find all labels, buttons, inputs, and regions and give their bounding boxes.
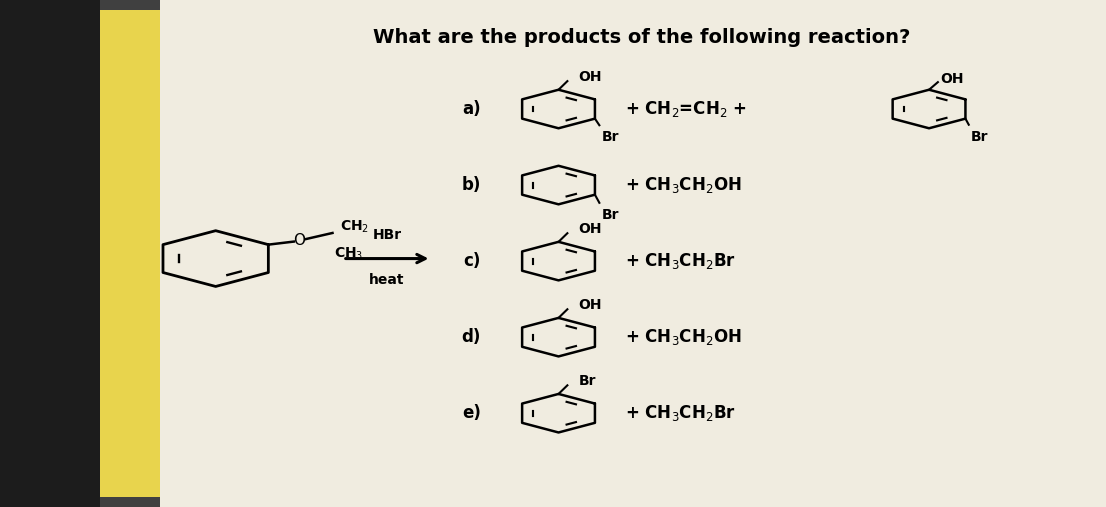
Text: Br: Br [602, 130, 619, 144]
Text: HBr: HBr [373, 228, 401, 242]
Text: a): a) [462, 100, 481, 118]
Bar [0, 0, 100, 507]
Text: OH: OH [578, 69, 602, 84]
Text: + CH$_2$=CH$_2$ +: + CH$_2$=CH$_2$ + [625, 99, 747, 119]
Text: O: O [293, 233, 305, 248]
Text: What are the products of the following reaction?: What are the products of the following r… [373, 28, 910, 47]
Text: OH: OH [578, 298, 602, 312]
Text: + CH$_3$CH$_2$OH: + CH$_3$CH$_2$OH [625, 175, 741, 195]
Text: Br: Br [971, 130, 989, 144]
Text: OH: OH [940, 71, 963, 86]
Text: OH: OH [578, 222, 602, 236]
Text: e): e) [462, 404, 481, 422]
Text: d): d) [461, 328, 481, 346]
Text: + CH$_3$CH$_2$OH: + CH$_3$CH$_2$OH [625, 327, 741, 347]
Bar [100, 10, 160, 497]
Text: CH$_3$: CH$_3$ [334, 246, 364, 263]
Text: c): c) [463, 252, 481, 270]
Text: heat: heat [369, 273, 405, 287]
Text: b): b) [461, 176, 481, 194]
Text: CH$_2$: CH$_2$ [340, 218, 369, 235]
Text: + CH$_3$CH$_2$Br: + CH$_3$CH$_2$Br [625, 403, 735, 423]
Bar [160, 0, 1106, 507]
Text: + CH$_3$CH$_2$Br: + CH$_3$CH$_2$Br [625, 251, 735, 271]
Text: Br: Br [602, 208, 619, 222]
Text: Br: Br [578, 374, 596, 388]
